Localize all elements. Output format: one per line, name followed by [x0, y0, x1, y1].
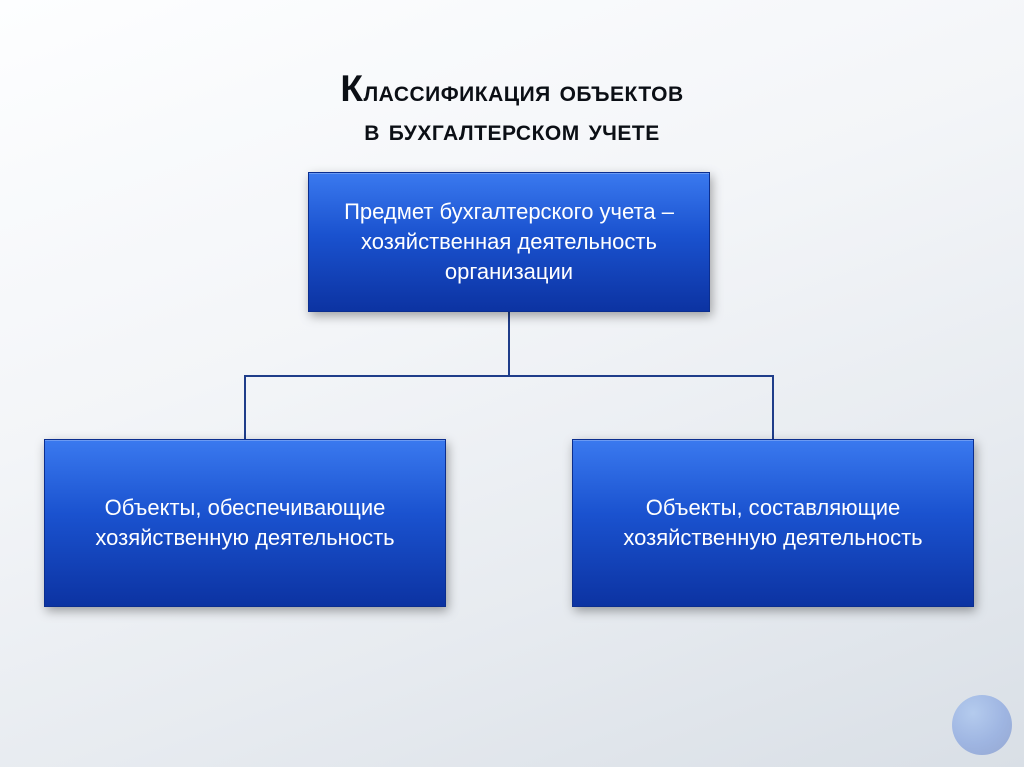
- title-line-1: Классификация объектов: [0, 68, 1024, 110]
- org-chart: Предмет бухгалтерского учета – хозяйстве…: [0, 166, 1024, 726]
- title-line-2: в бухгалтерском учете: [0, 114, 1024, 148]
- decorative-circle: [952, 695, 1012, 755]
- slide-title: Классификация объектов в бухгалтерском у…: [0, 0, 1024, 148]
- node-left: Объекты, обеспечивающие хозяйственную де…: [44, 439, 446, 607]
- node-right: Объекты, составляющие хозяйственную деят…: [572, 439, 974, 607]
- node-root: Предмет бухгалтерского учета – хозяйстве…: [308, 172, 710, 312]
